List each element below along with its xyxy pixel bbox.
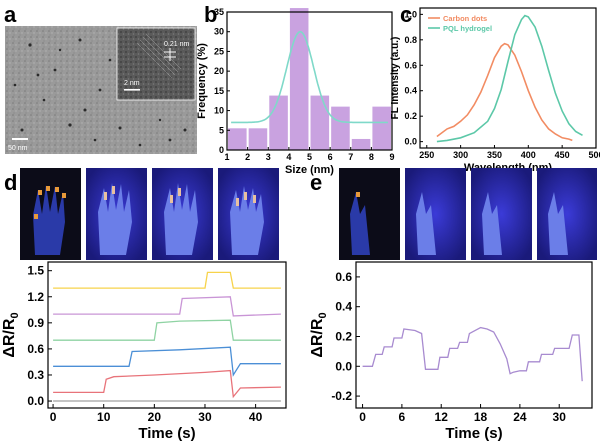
y-tick-label: 35 bbox=[214, 7, 224, 17]
x-tick-label: 20 bbox=[148, 410, 162, 424]
scale-bar-label: 50 nm bbox=[8, 145, 28, 152]
series-line-response bbox=[362, 326, 583, 382]
y-tick-label: 1.2 bbox=[27, 290, 44, 304]
plot-frame-e bbox=[355, 261, 593, 409]
x-tick-label: 40 bbox=[249, 410, 263, 424]
y-tick-label: 20 bbox=[214, 66, 224, 76]
y-tick-label: 10 bbox=[214, 106, 224, 116]
x-tick-label: 6 bbox=[328, 152, 333, 162]
histogram-bar bbox=[248, 128, 268, 150]
y-tick-label: 0.9 bbox=[27, 316, 44, 330]
tem-image: 50 nm 0.21 nm 2 nm bbox=[5, 26, 197, 154]
x-tick-label: 2 bbox=[245, 152, 250, 162]
y-tick-label: 0.6 bbox=[27, 342, 44, 356]
inset-scale-label: 2 nm bbox=[124, 80, 140, 87]
histogram-bar bbox=[310, 95, 330, 150]
series-line-purple bbox=[53, 296, 281, 317]
y-tick-label: 0.0 bbox=[404, 137, 417, 147]
histogram-bar bbox=[269, 95, 288, 150]
x-tick-label: 350 bbox=[487, 150, 502, 160]
strain-response-chart-d: 0 10 20 30 40 0.0 0.3 0.6 0.9 1.2 1.5 Time (s) ΔR/R0 bbox=[1, 261, 287, 442]
y-tick-label: -0.2 bbox=[331, 389, 352, 403]
y-tick-label: 0.8 bbox=[404, 35, 417, 45]
x-tick-label: 0 bbox=[359, 410, 366, 424]
x-tick-label: 1 bbox=[224, 152, 229, 162]
series-line-red bbox=[53, 369, 281, 399]
y-axis-label: Frequency (%) bbox=[196, 43, 208, 119]
x-tick-label: 12 bbox=[435, 410, 449, 424]
x-tick-label: 18 bbox=[474, 410, 488, 424]
x-tick-label: 10 bbox=[97, 410, 111, 424]
x-tick-label: 24 bbox=[513, 410, 527, 424]
y-tick-label: 0.0 bbox=[27, 394, 44, 408]
lattice-label: 0.21 nm bbox=[164, 41, 189, 48]
scale-bar bbox=[12, 138, 28, 140]
y-tick-label: 30 bbox=[214, 27, 224, 37]
y-tick-label: 0.3 bbox=[27, 368, 44, 382]
x-tick-label: 300 bbox=[453, 150, 468, 160]
y-tick-label: 0.0 bbox=[335, 359, 352, 373]
y-tick-label: 0.2 bbox=[335, 329, 352, 343]
glove-photos-e bbox=[339, 168, 597, 260]
y-axis-label: ΔR/R0 bbox=[1, 312, 21, 357]
x-tick-label: 30 bbox=[553, 410, 567, 424]
x-tick-label: 9 bbox=[389, 152, 394, 162]
series-line bbox=[436, 42, 573, 142]
y-tick-label: 5 bbox=[219, 125, 224, 135]
y-axis-label: ΔR/R0 bbox=[309, 312, 329, 357]
strain-response-chart-e: 0 6 12 18 24 30 -0.2 0.0 0.2 0.4 0.6 Time (s) ΔR/R0 bbox=[309, 261, 593, 442]
x-tick-label: 8 bbox=[369, 152, 374, 162]
panel-label-b: b bbox=[204, 2, 217, 27]
plot-frame-d bbox=[47, 261, 287, 409]
x-tick-label: 30 bbox=[198, 410, 212, 424]
series-line-yellow bbox=[53, 271, 281, 289]
legend-label: PQL hydrogel bbox=[443, 24, 492, 33]
y-tick-label: 0.6 bbox=[404, 60, 417, 70]
x-tick-label: 5 bbox=[307, 152, 312, 162]
y-tick-label: 0.4 bbox=[335, 300, 352, 314]
size-histogram: 1 2 3 4 5 6 7 8 9 0 5 10 15 20 25 30 35 Size (nm) Frequenc… bbox=[196, 7, 395, 176]
x-axis-label: Time (s) bbox=[445, 425, 502, 442]
gaussian-fit-line bbox=[231, 30, 388, 124]
x-axis-label: Time (s) bbox=[138, 425, 195, 442]
x-tick-label: 400 bbox=[521, 150, 536, 160]
histogram-bar bbox=[228, 128, 247, 150]
plot-frame-c bbox=[419, 7, 597, 149]
y-tick-label: 25 bbox=[214, 46, 224, 56]
y-axis-label: FL Intensity (a.u.) bbox=[390, 37, 401, 120]
hrtem-inset bbox=[116, 27, 196, 101]
x-tick-label: 4 bbox=[286, 152, 291, 162]
x-axis-label: Size (nm) bbox=[285, 164, 334, 176]
fl-spectra-chart: 250 300 350 400 450 500 0.0 0.2 0.4 0.6 0.8 1.0 Carb… bbox=[390, 7, 600, 174]
x-tick-label: 0 bbox=[50, 410, 57, 424]
histogram-bar bbox=[331, 106, 350, 150]
panel-label-e: e bbox=[310, 170, 322, 195]
legend-label: Carbon dots bbox=[443, 14, 487, 23]
histogram-bar bbox=[289, 8, 309, 150]
y-tick-label: 0.4 bbox=[404, 86, 417, 96]
y-tick-label: 15 bbox=[214, 86, 224, 96]
y-tick-label: 1.5 bbox=[27, 264, 44, 278]
x-tick-label: 450 bbox=[555, 150, 570, 160]
x-tick-label: 3 bbox=[266, 152, 271, 162]
x-tick-label: 250 bbox=[419, 150, 434, 160]
x-tick-label: 500 bbox=[588, 150, 600, 160]
panel-label-a: a bbox=[4, 2, 17, 27]
series-line-blue bbox=[53, 346, 281, 377]
y-tick-label: 0.2 bbox=[404, 111, 417, 121]
panel-label-c: c bbox=[400, 2, 412, 27]
glove-photos-d bbox=[20, 168, 279, 260]
series-line bbox=[436, 14, 583, 143]
y-tick-label: 0 bbox=[219, 145, 224, 155]
series-line-green bbox=[53, 319, 281, 341]
histogram-bar bbox=[372, 106, 391, 150]
histogram-bar bbox=[351, 138, 371, 150]
x-tick-label: 6 bbox=[399, 410, 406, 424]
y-tick-label: 1.0 bbox=[404, 9, 417, 19]
x-tick-label: 7 bbox=[348, 152, 353, 162]
y-tick-label: 0.6 bbox=[335, 270, 352, 284]
panel-label-d: d bbox=[4, 170, 17, 195]
